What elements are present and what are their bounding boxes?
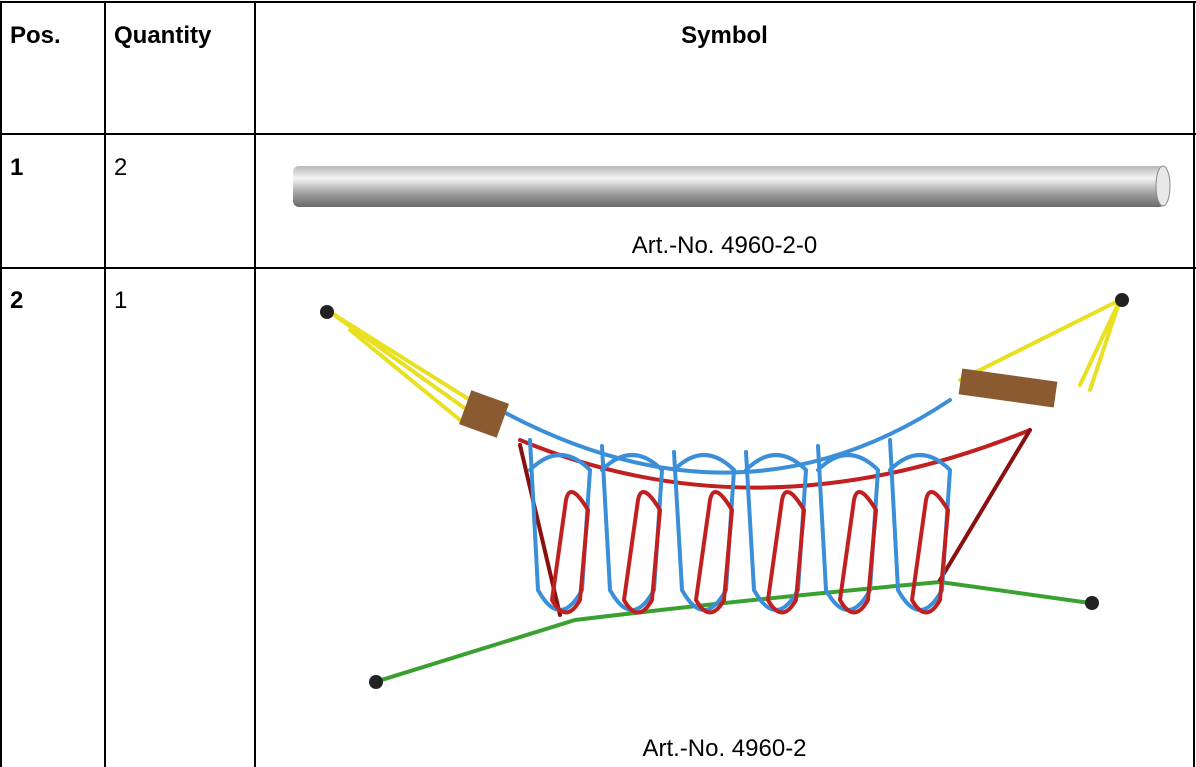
header-cell: Pos. [10, 22, 61, 49]
header-cell: Symbol [681, 22, 768, 49]
rule [0, 1, 2, 767]
rope-loop [909, 490, 951, 615]
article-number: Art.-No. 4960-2-0 [631, 232, 818, 259]
rule [1193, 1, 1195, 767]
quantity-cell: 1 [114, 287, 128, 314]
pipe-illustration [293, 165, 1171, 207]
rope-loop [621, 490, 663, 615]
rule [0, 1, 1196, 3]
rope-loop [549, 490, 591, 615]
rule [0, 267, 1196, 269]
rule [0, 133, 1196, 135]
rope-loop [693, 490, 735, 615]
header-cell: Quantity [114, 22, 212, 49]
rule [104, 1, 106, 767]
pos-cell: 1 [10, 154, 24, 181]
rope-loop [837, 490, 879, 615]
rope-loop [765, 490, 807, 615]
rope-bridge-illustration [320, 293, 1129, 689]
pos-cell: 2 [10, 287, 24, 314]
article-number: Art.-No. 4960-2 [642, 735, 807, 762]
quantity-cell: 2 [114, 154, 128, 181]
rule [254, 1, 256, 767]
